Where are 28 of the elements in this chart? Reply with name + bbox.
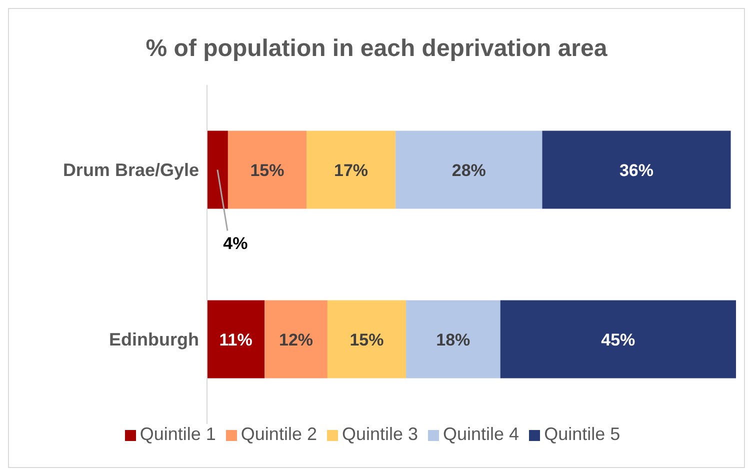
legend-label: Quintile 4 <box>443 424 520 444</box>
bar <box>396 130 542 209</box>
data-label: 15% <box>250 160 284 180</box>
legend-label: Quintile 3 <box>342 424 418 444</box>
legend-label: Quintile 2 <box>240 424 317 444</box>
bar <box>406 300 500 378</box>
bar <box>228 130 307 209</box>
y-tick-label: Edinburgh <box>109 330 199 350</box>
data-label: 36% <box>619 160 654 180</box>
data-label: 18% <box>436 330 470 350</box>
data-label: 28% <box>452 160 486 180</box>
y-tick-label: Drum Brae/Gyle <box>62 160 199 180</box>
data-label: 4% <box>223 234 248 253</box>
data-label: 15% <box>350 330 384 350</box>
bar <box>327 300 406 378</box>
chart-title: % of population in each deprivation area <box>144 35 608 64</box>
data-label: 12% <box>279 330 314 350</box>
data-label: 11% <box>219 330 252 350</box>
legend-label: Quintile 1 <box>140 424 216 444</box>
bar <box>207 300 265 378</box>
bar <box>542 130 731 209</box>
data-label: 17% <box>334 160 368 180</box>
data-label: 45% <box>601 330 636 350</box>
legend-label: Quintile 5 <box>544 424 620 444</box>
bar <box>264 300 328 378</box>
bar <box>500 300 736 378</box>
bar <box>306 130 396 209</box>
bar <box>207 130 228 209</box>
